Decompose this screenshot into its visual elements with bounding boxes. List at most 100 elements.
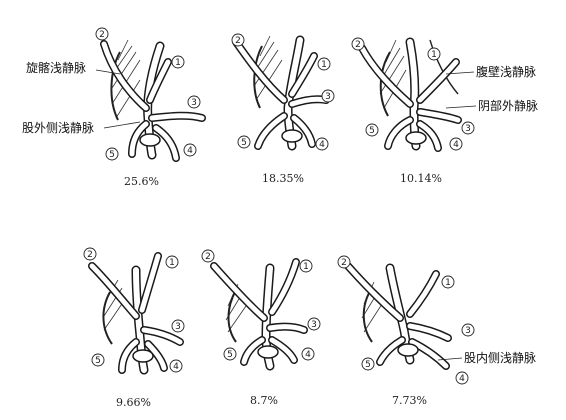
leader-line: [445, 71, 475, 75]
marker-3-label: 3: [311, 320, 317, 330]
marker-3: [321, 89, 335, 103]
tissue-edge: [362, 287, 373, 343]
marker-3-label: 3: [465, 326, 471, 336]
marker-1-label: 1: [303, 262, 309, 272]
marker-5-label: 5: [369, 126, 375, 136]
femoral-opening: [397, 343, 419, 357]
vein-branch-5: [376, 336, 406, 366]
label-superficial-epigastric-vein: 腹壁浅静脉: [476, 64, 536, 79]
panel-3: 2 1 3 4 5 腹壁浅静脉 阴部外静脉 10.14%: [351, 37, 538, 185]
tissue-edge: [253, 45, 263, 109]
femoral-opening: [281, 129, 303, 143]
marker-2: [337, 255, 351, 269]
marker-5: [223, 347, 237, 361]
marker-5: [237, 135, 251, 149]
tissue-hatch: [379, 39, 407, 109]
vein-branch-5: [384, 116, 414, 150]
panel-1: 2 1 3 4 5 旋髂浅静脉 股外侧浅静脉 25.6%: [22, 27, 206, 188]
panel-6: 2 1 3 4 5 股内侧浅静脉 7.73%: [337, 255, 536, 407]
marker-1-label: 1: [321, 60, 327, 70]
marker-5: [365, 123, 379, 137]
femoral-opening: [405, 131, 427, 145]
marker-3: [307, 317, 321, 331]
vein-branch-3: [406, 322, 452, 342]
label-medial-superficial-femoral-vein: 股内侧浅静脉: [464, 350, 536, 365]
marker-2-label: 2: [205, 252, 211, 262]
marker-4: [315, 137, 329, 151]
marker-3: [171, 319, 185, 333]
femoral-opening: [139, 133, 161, 147]
leader-line: [95, 69, 121, 75]
marker-1: [171, 55, 185, 69]
panel-5: 2 1 3 4 5 8.7%: [201, 249, 321, 407]
vein-branch-2: [232, 38, 288, 104]
vein-branch-2: [100, 40, 150, 112]
marker-4-label: 4: [453, 140, 459, 150]
vein-branch-5: [118, 338, 140, 374]
marker-3-label: 3: [191, 98, 197, 108]
vein-branch-4: [152, 124, 180, 162]
tissue-edge: [110, 51, 121, 121]
marker-1-label: 1: [445, 278, 451, 288]
marker-3-label: 3: [465, 124, 471, 134]
percentage-5: 8.7%: [250, 394, 278, 407]
percentage-6: 7.73%: [392, 394, 427, 407]
marker-1: [427, 47, 441, 61]
label-superficial-circumflex-iliac-vein: 旋髂浅静脉: [26, 60, 86, 75]
label-external-pudendal-vein: 阴部外静脉: [478, 98, 538, 113]
marker-5: [91, 353, 105, 367]
vein-branch-3: [140, 326, 184, 346]
percentage-3: 10.14%: [400, 172, 442, 185]
marker-1-label: 1: [175, 58, 181, 68]
femoral-opening: [257, 345, 279, 359]
marker-5: [105, 147, 119, 161]
vein-branch-1: [416, 58, 460, 104]
marker-5: [361, 357, 375, 371]
marker-4: [449, 137, 463, 151]
marker-4: [301, 347, 315, 361]
marker-1: [441, 275, 455, 289]
femoral-opening: [132, 349, 154, 363]
marker-1-label: 1: [431, 50, 437, 60]
marker-5-label: 5: [95, 356, 101, 366]
leader-line: [103, 121, 141, 129]
vein-branch-5: [128, 120, 150, 158]
marker-5-label: 5: [241, 138, 247, 148]
marker-3: [461, 121, 475, 135]
percentage-1: 25.6%: [124, 175, 159, 188]
marker-2: [95, 27, 109, 41]
panel-2: 2 1 3 4 5 18.35%: [231, 33, 335, 185]
marker-2: [231, 33, 245, 47]
vein-branch-3: [266, 322, 308, 334]
marker-5-label: 5: [109, 150, 115, 160]
vein-branch-4: [416, 120, 442, 152]
marker-4-label: 4: [173, 362, 179, 372]
vein-branch-2: [358, 44, 414, 108]
vein-branch-5: [254, 112, 288, 150]
vein-branch-2: [210, 262, 268, 322]
vein-branch-5: [240, 336, 266, 366]
marker-1: [165, 255, 179, 269]
marker-3-label: 3: [325, 92, 331, 102]
marker-4: [183, 143, 197, 157]
marker-4-label: 4: [305, 350, 311, 360]
marker-4: [169, 359, 183, 373]
vein-branch-1: [138, 252, 162, 314]
marker-1: [317, 57, 331, 71]
marker-4-label: 4: [459, 374, 465, 384]
leader-line: [437, 357, 463, 361]
tissue-hatch: [253, 35, 283, 101]
tissue-hatch: [111, 39, 141, 119]
marker-5-label: 5: [365, 360, 371, 370]
vein-branch-2: [344, 262, 404, 322]
marker-2-label: 2: [87, 250, 93, 260]
panel-4: 2 1 3 4 5 9.66%: [83, 247, 185, 409]
marker-2-label: 2: [355, 40, 361, 50]
vein-branch-3: [148, 111, 206, 122]
marker-2: [351, 37, 365, 51]
vein-branch-1: [268, 258, 300, 316]
vein-branch-4: [408, 338, 450, 370]
marker-3: [461, 323, 475, 337]
